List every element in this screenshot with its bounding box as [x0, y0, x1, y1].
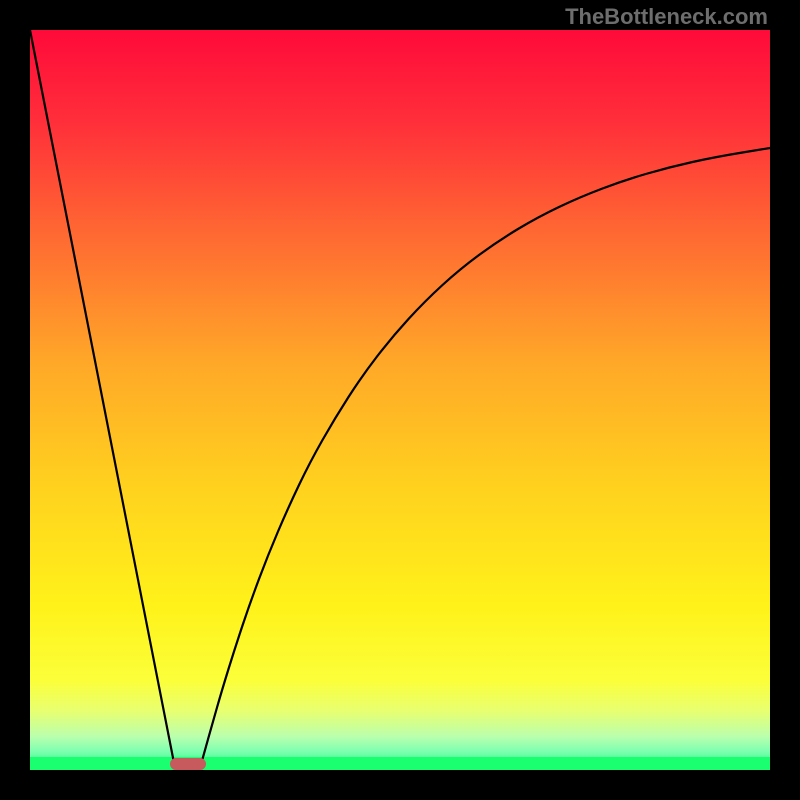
bottleneck-curve-right	[200, 148, 770, 768]
frame-border-right	[770, 0, 800, 800]
plot-area	[30, 30, 770, 770]
watermark-text: TheBottleneck.com	[565, 4, 768, 30]
curve-layer	[30, 30, 770, 770]
optimum-marker	[170, 758, 206, 770]
figure-root: TheBottleneck.com	[0, 0, 800, 800]
frame-border-bottom	[0, 770, 800, 800]
bottleneck-curve-left	[30, 30, 175, 768]
frame-border-left	[0, 0, 30, 800]
